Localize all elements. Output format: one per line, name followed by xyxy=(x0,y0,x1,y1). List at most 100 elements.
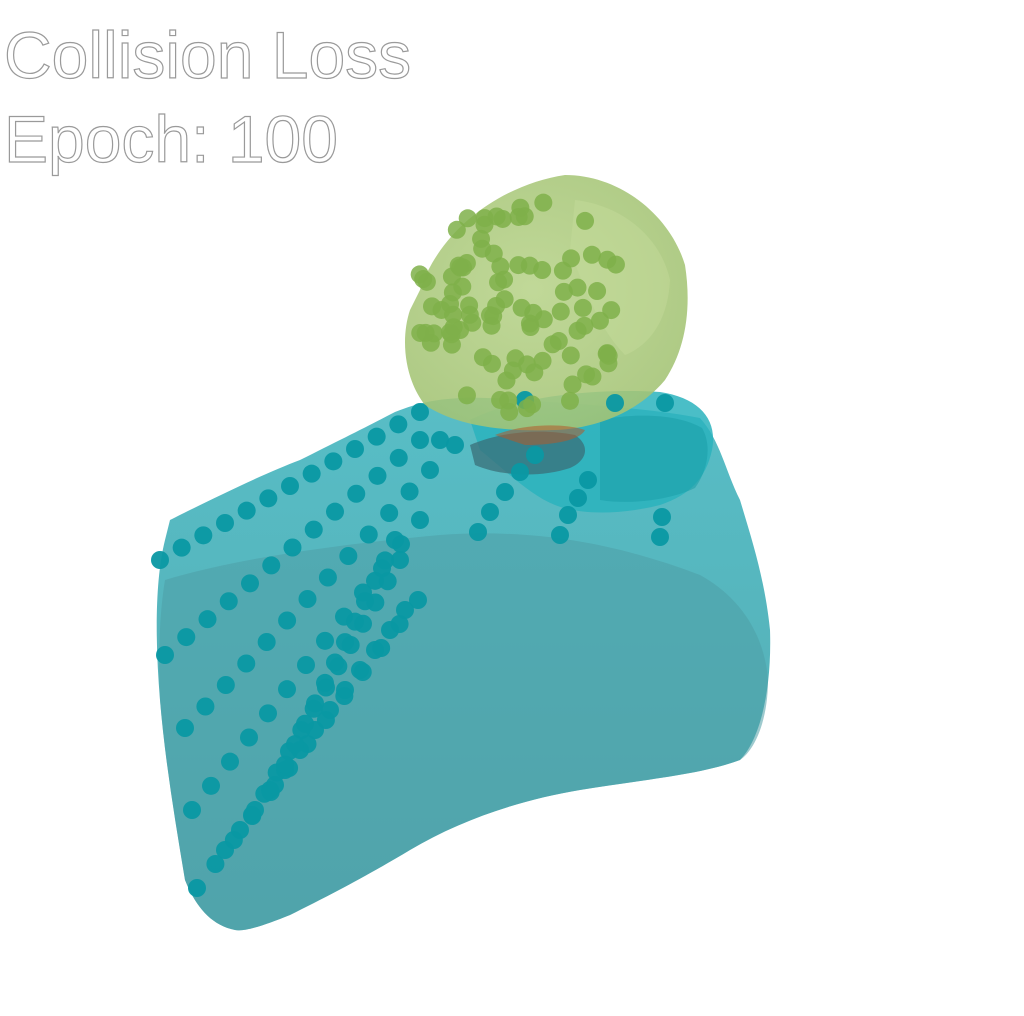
teal-point xyxy=(286,735,304,754)
teal-point xyxy=(346,612,364,631)
teal-point xyxy=(321,701,339,719)
teal-point xyxy=(326,653,344,672)
teal-point xyxy=(262,556,281,575)
teal-point xyxy=(237,501,256,520)
green-point xyxy=(573,298,592,317)
teal-point xyxy=(367,427,386,446)
green-point xyxy=(489,273,508,292)
teal-point xyxy=(176,719,194,737)
teal-point xyxy=(481,503,499,521)
teal-point xyxy=(206,855,225,873)
green-point xyxy=(451,321,470,340)
teal-point xyxy=(257,633,276,651)
teal-point xyxy=(366,641,384,659)
green-point xyxy=(568,321,587,340)
teal-point xyxy=(281,477,299,495)
teal-point xyxy=(431,431,449,449)
teal-point xyxy=(339,547,358,565)
teal-point-cloud xyxy=(151,391,674,897)
green-point xyxy=(500,402,519,421)
teal-point xyxy=(469,523,487,541)
green-point xyxy=(534,310,553,329)
green-point xyxy=(583,367,602,386)
green-mesh-contact xyxy=(495,425,585,445)
teal-point xyxy=(326,502,344,521)
teal-point xyxy=(551,526,569,544)
teal-point xyxy=(231,821,249,839)
epoch-text: Epoch: 100 xyxy=(3,102,338,176)
green-point xyxy=(520,256,539,275)
teal-point xyxy=(196,697,215,716)
green-point xyxy=(582,245,601,264)
title-text: Collision Loss xyxy=(3,18,412,92)
teal-point xyxy=(172,538,191,557)
teal-point xyxy=(511,463,529,481)
teal-point xyxy=(359,525,378,544)
teal-point xyxy=(389,448,408,467)
teal-point xyxy=(318,568,337,587)
teal-point xyxy=(376,551,394,570)
green-point xyxy=(503,361,522,380)
green-point xyxy=(512,298,531,317)
green-mesh-highlight xyxy=(570,200,670,355)
teal-point xyxy=(446,436,464,454)
teal-point xyxy=(266,776,284,794)
green-point xyxy=(576,211,595,230)
green-point xyxy=(460,305,479,324)
green-point xyxy=(568,278,587,297)
teal-mesh-shadow xyxy=(159,533,769,931)
teal-point xyxy=(351,661,369,679)
teal-point xyxy=(188,879,206,897)
green-point xyxy=(441,294,460,313)
teal-point xyxy=(259,489,278,508)
teal-point xyxy=(216,841,234,859)
teal-point xyxy=(368,466,387,485)
teal-point xyxy=(283,538,302,557)
teal-point xyxy=(336,633,354,652)
teal-point xyxy=(421,461,439,479)
teal-point xyxy=(651,528,669,546)
teal-point xyxy=(346,440,364,458)
green-point xyxy=(598,344,617,363)
green-point xyxy=(560,391,579,410)
green-point xyxy=(562,249,581,268)
teal-point xyxy=(324,452,343,471)
teal-point xyxy=(396,601,414,619)
green-point xyxy=(543,335,562,354)
teal-point xyxy=(302,464,321,483)
green-point xyxy=(602,301,621,320)
teal-point xyxy=(304,520,323,539)
green-point xyxy=(493,209,512,228)
teal-point xyxy=(389,415,408,434)
teal-point xyxy=(336,681,354,699)
teal-mesh-ring-rim xyxy=(600,415,708,502)
teal-point xyxy=(237,654,256,673)
teal-point xyxy=(526,446,544,464)
teal-point xyxy=(216,514,234,532)
green-point xyxy=(523,395,542,414)
teal-point xyxy=(194,526,213,545)
teal-point xyxy=(411,403,429,421)
green-point xyxy=(563,375,582,394)
green-point xyxy=(518,355,537,374)
teal-point xyxy=(156,646,174,664)
green-point-cloud xyxy=(410,193,625,421)
teal-point xyxy=(198,610,217,629)
green-point xyxy=(533,351,552,370)
green-point xyxy=(458,209,477,228)
teal-point xyxy=(241,574,259,593)
teal-point xyxy=(656,394,674,412)
teal-point xyxy=(278,611,297,630)
green-point xyxy=(473,239,492,258)
green-point xyxy=(447,220,466,239)
green-point xyxy=(590,311,609,330)
teal-point xyxy=(378,572,397,591)
green-point xyxy=(484,307,503,326)
teal-point xyxy=(296,714,314,733)
teal-point xyxy=(316,631,334,650)
teal-point xyxy=(316,673,334,692)
teal-point xyxy=(278,680,296,699)
teal-point xyxy=(347,484,366,503)
green-point xyxy=(598,250,617,269)
